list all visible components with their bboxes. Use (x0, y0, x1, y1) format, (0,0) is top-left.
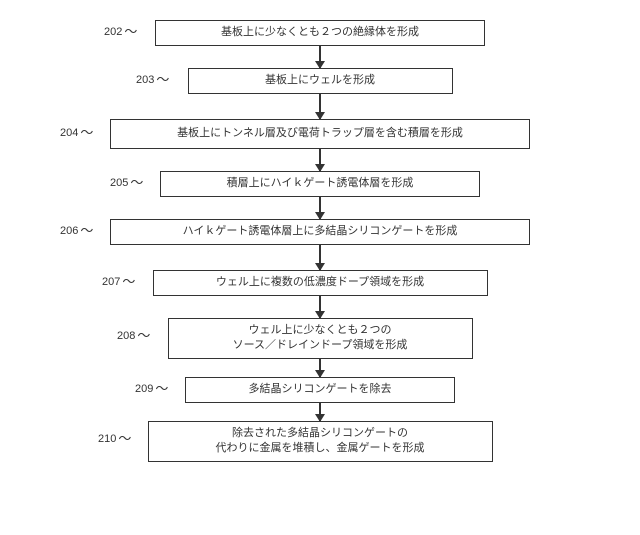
flow-step-206: 206〜 ハイｋゲート誘電体層上に多結晶シリコンゲートを形成 (0, 219, 640, 245)
step-label-202: 202〜 (104, 26, 137, 38)
flowchart-container: 202〜 基板上に少なくとも２つの絶縁体を形成 203〜 基板上にウェルを形成 204〜… (0, 20, 640, 462)
flow-step-204: 204〜 基板上にトンネル層及び電荷トラップ層を含む積層を形成 (0, 119, 640, 149)
step-box-204: 基板上にトンネル層及び電荷トラップ層を含む積層を形成 (110, 119, 530, 149)
arrow-down (319, 296, 321, 318)
step-label-207: 207〜 (102, 276, 135, 288)
arrow-down (319, 94, 321, 119)
arrow-down (319, 403, 321, 421)
step-label-205: 205〜 (110, 177, 143, 189)
flow-step-207: 207〜 ウェル上に複数の低濃度ドープ領域を形成 (0, 270, 640, 296)
step-box-210: 除去された多結晶シリコンゲートの 代わりに金属を堆積し、金属ゲートを形成 (148, 421, 493, 462)
flow-step-210: 210〜 除去された多結晶シリコンゲートの 代わりに金属を堆積し、金属ゲートを形成 (0, 421, 640, 462)
step-label-210: 210〜 (98, 433, 131, 445)
flow-step-205: 205〜 積層上にハイｋゲート誘電体層を形成 (0, 171, 640, 197)
flow-step-202: 202〜 基板上に少なくとも２つの絶縁体を形成 (0, 20, 640, 46)
step-label-204: 204〜 (60, 127, 93, 139)
step-box-209: 多結晶シリコンゲートを除去 (185, 377, 455, 403)
step-box-205: 積層上にハイｋゲート誘電体層を形成 (160, 171, 480, 197)
connector-tilde: 〜 (118, 435, 131, 443)
connector-tilde: 〜 (124, 28, 137, 36)
connector-tilde: 〜 (80, 129, 93, 137)
step-box-203: 基板上にウェルを形成 (188, 68, 453, 94)
connector-tilde: 〜 (137, 332, 150, 340)
flow-step-208: 208〜 ウェル上に少なくとも２つの ソース／ドレインドープ領域を形成 (0, 318, 640, 359)
arrow-down (319, 245, 321, 270)
connector-tilde: 〜 (155, 385, 168, 393)
flow-step-203: 203〜 基板上にウェルを形成 (0, 68, 640, 94)
arrow-down (319, 197, 321, 219)
step-box-202: 基板上に少なくとも２つの絶縁体を形成 (155, 20, 485, 46)
step-box-208: ウェル上に少なくとも２つの ソース／ドレインドープ領域を形成 (168, 318, 473, 359)
arrow-down (319, 46, 321, 68)
step-label-209: 209〜 (135, 383, 168, 395)
connector-tilde: 〜 (80, 227, 93, 235)
arrow-down (319, 149, 321, 171)
step-box-207: ウェル上に複数の低濃度ドープ領域を形成 (153, 270, 488, 296)
flow-step-209: 209〜 多結晶シリコンゲートを除去 (0, 377, 640, 403)
step-label-208: 208〜 (117, 330, 150, 342)
connector-tilde: 〜 (156, 76, 169, 84)
step-label-203: 203〜 (136, 74, 169, 86)
step-label-206: 206〜 (60, 225, 93, 237)
connector-tilde: 〜 (122, 278, 135, 286)
connector-tilde: 〜 (130, 179, 143, 187)
arrow-down (319, 359, 321, 377)
step-box-206: ハイｋゲート誘電体層上に多結晶シリコンゲートを形成 (110, 219, 530, 245)
